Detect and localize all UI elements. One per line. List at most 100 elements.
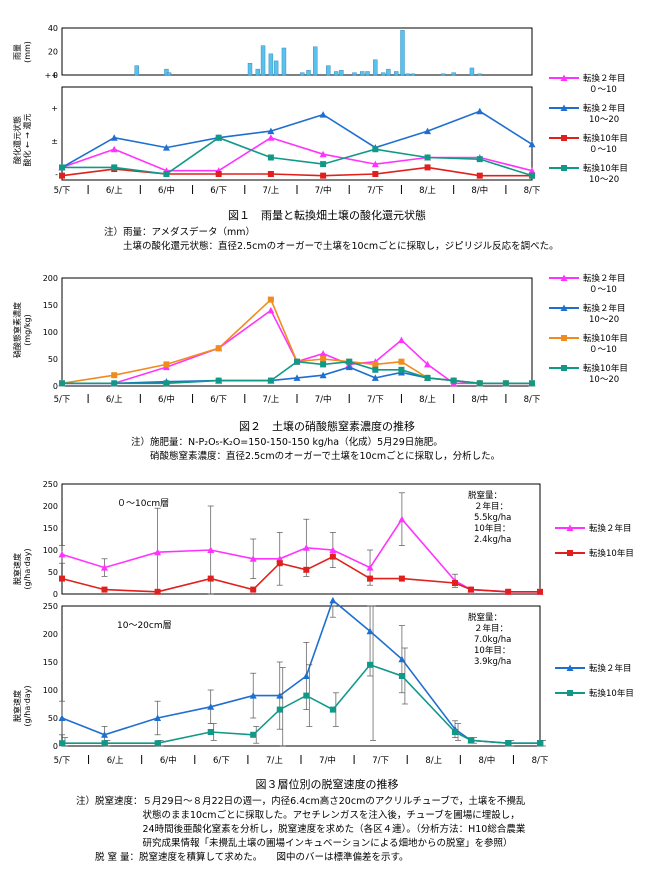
redox-series-3-point	[267, 154, 274, 161]
fig1-x-axis-tick-label: 8/上	[419, 186, 436, 196]
denit-bottom-legend-item-label: 転換２年目	[589, 663, 632, 674]
denit-top-series-1-point	[398, 575, 405, 582]
no3-series-3-point	[346, 358, 353, 365]
no3-series-1-point	[293, 374, 301, 381]
rain-bar	[326, 65, 331, 76]
redox-y-tick-label: ±	[51, 137, 58, 146]
fig3-x-axis-tick-label: 7/中	[319, 755, 336, 766]
rain-bar	[405, 73, 410, 76]
fig1-legend-item-label: 転換２年目	[583, 103, 626, 114]
denit-bottom-series-1-point	[398, 673, 405, 679]
no3-y-tick-label: 150	[43, 301, 58, 310]
redox-series-3-point	[529, 172, 535, 179]
no3-series-0-point	[424, 360, 432, 368]
no3-series-3-point	[111, 380, 118, 387]
denit-top-series-0-point	[302, 544, 310, 551]
fig1-legend-item-sublabel: 10～20	[589, 115, 619, 125]
rain-bar	[260, 45, 266, 76]
fig2-legend-item-swatch-marker	[560, 304, 568, 311]
redox-series-2-point	[59, 172, 65, 179]
denit-top-series-0-point	[329, 546, 337, 553]
fig2-legend-item-label: 転換２年目	[583, 303, 626, 314]
fig1-x-axis-tick-label: 7/上	[262, 186, 279, 196]
rain-bar	[441, 73, 446, 76]
fig2-x-axis-tick-label: 8/下	[524, 395, 541, 405]
redox-series-2-point	[372, 171, 379, 177]
rain-bar	[339, 70, 344, 76]
fig1-x-axis-tick-label: 6/下	[210, 186, 227, 196]
denit-bottom-annotation-line: 3.9kg/ha	[474, 657, 511, 667]
redox-series-3-point	[476, 156, 483, 163]
denit-bottom-series-0-point	[329, 596, 337, 604]
redox-series-3-point	[320, 161, 327, 168]
denit-top-layer-title: ０～10cm層	[117, 498, 169, 509]
fig2-x-axis-tick-label: 6/中	[158, 394, 175, 405]
rain-bar	[400, 30, 405, 76]
figure3-caption: 図３層位別の脱窒速度の推移	[255, 778, 399, 791]
redox-series-0-point	[110, 145, 118, 153]
fig1-legend-item-sublabel: ０～10	[589, 145, 617, 155]
rain-bar	[333, 71, 339, 76]
redox-series-2-point	[424, 164, 431, 171]
rain-bar	[281, 47, 287, 76]
fig1-x-axis-tick-label: 7/下	[367, 186, 384, 196]
denit-bottom-series-1-point	[207, 729, 214, 735]
denit-bottom-annotation-line: ２年目：	[474, 623, 508, 634]
denit-bottom-y-tick-label: 50	[48, 714, 58, 723]
rain-bar	[313, 46, 318, 76]
no3-series-1-point	[345, 363, 353, 371]
denit-top-y-tick-label: 100	[43, 546, 58, 555]
redox-series-1-point	[476, 107, 484, 115]
redox-y-axis-label: 酸化 ← → 還元	[22, 113, 32, 166]
denit-top-legend-item-swatch-marker	[567, 550, 573, 556]
denit-top-series-0-point	[154, 548, 162, 556]
denit-top-series-1-line	[61, 555, 540, 593]
no3-series-3-point	[59, 380, 65, 387]
denit-top-y-axis-label: (g/ha·day)	[23, 548, 32, 589]
denit-top-series-1-point	[329, 553, 336, 560]
fig2-legend-item-sublabel: 10～20	[589, 375, 619, 385]
rain-y-tick-label: 40	[48, 24, 58, 33]
rain-bar	[365, 71, 370, 76]
rain-bar	[410, 73, 416, 76]
redox-series-1-point	[162, 144, 170, 151]
no3-y-tick-label: 100	[43, 328, 58, 337]
rain-bar	[386, 68, 391, 76]
no3-series-2-point	[372, 361, 379, 368]
no3-series-2-point	[111, 372, 118, 379]
denit-bottom-y-tick-label: 200	[43, 630, 58, 639]
rain-y-tick-label: 0	[53, 71, 58, 80]
denit-bottom-series-1-point	[505, 740, 512, 747]
denit-bottom-plot-frame	[61, 605, 541, 747]
denit-top-series-1-point	[154, 588, 161, 595]
rain-y-tick-label: 20	[48, 48, 58, 57]
rain-bar	[268, 53, 274, 76]
denit-bottom-series-0-point	[100, 731, 108, 738]
no3-series-3-point	[372, 366, 379, 373]
denit-bottom-series-0-point	[154, 714, 162, 721]
rain-bar	[360, 71, 365, 76]
fig1-x-axis-tick-label: 5/下	[54, 186, 71, 196]
no3-series-2-point	[163, 361, 170, 368]
rain-bar	[394, 71, 399, 76]
no3-series-0-point	[267, 306, 275, 314]
redox-series-2-point	[267, 171, 274, 177]
fig1-legend-item-swatch-marker	[561, 165, 567, 171]
denit-top-annotation-line: 5.5kg/ha	[474, 513, 511, 523]
denit-top-y-tick-label: 150	[43, 524, 58, 533]
denit-bottom-series-1-point	[276, 706, 283, 713]
rain-bar	[469, 67, 475, 76]
rain-bar	[247, 63, 253, 76]
denit-bottom-y-axis-label: (g/ha·day)	[23, 685, 32, 726]
denit-bottom-series-1-point	[452, 729, 459, 735]
fig2-legend-item-swatch-marker	[561, 335, 567, 341]
denit-top-annotation-line: 10年目：	[474, 523, 510, 534]
redox-series-3-line	[62, 136, 533, 177]
no3-series-0-point	[319, 350, 327, 357]
fig1-legend-item-sublabel: ０～10	[589, 85, 617, 95]
figure3-note-4: 研究成果情報「未攪乱土壌の圃場インキュベーションによる畑地からの脱窒」を参照）	[76, 838, 513, 849]
denit-top-series-0-point	[249, 555, 257, 562]
figure2-note-2: 硝酸態窒素濃度：直径2.5cmのオーガーで土壌を10cmごとに採取し，分析した。	[131, 451, 501, 462]
